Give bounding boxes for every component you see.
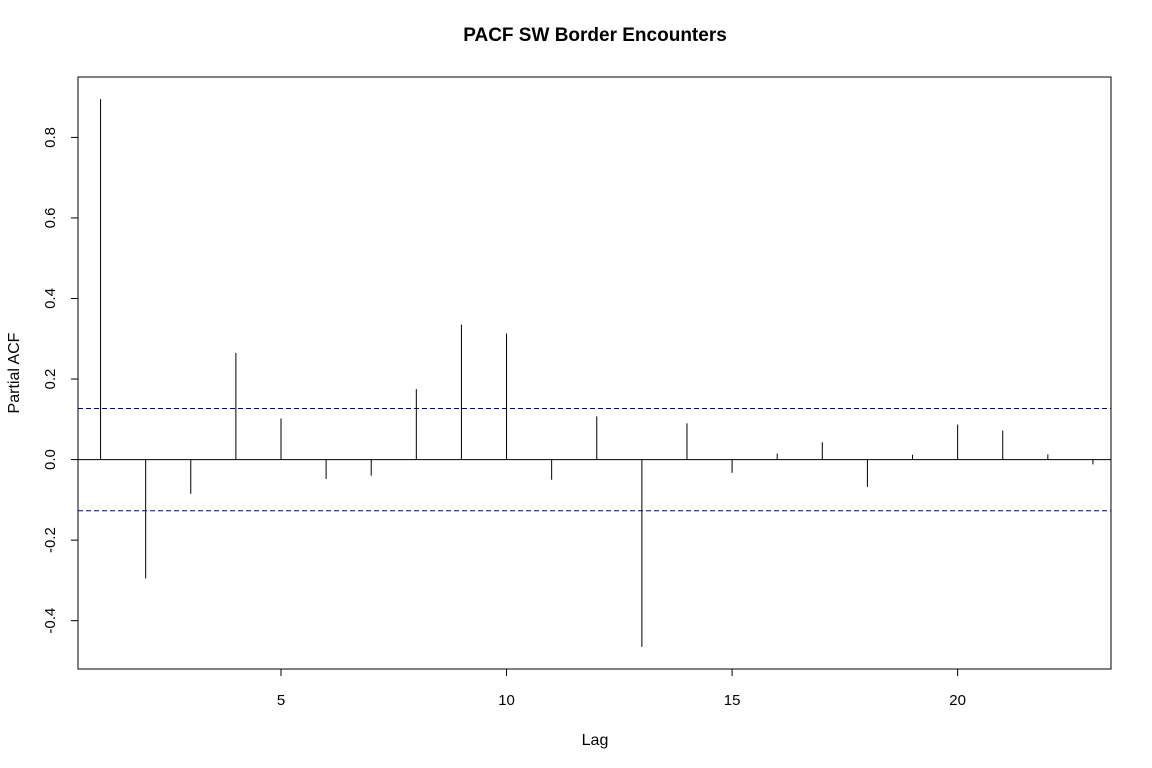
- x-axis: 5 10 15 20: [277, 669, 966, 709]
- y-axis: -0.4 -0.2 0.0 0.2 0.4 0.6 0.8: [42, 127, 78, 634]
- x-tick-label: 10: [498, 692, 515, 709]
- pacf-bars: [100, 99, 1094, 647]
- x-tick-label: 20: [949, 692, 966, 709]
- y-tick-label: -0.4: [42, 608, 59, 634]
- x-tick-label: 15: [724, 692, 741, 709]
- x-tick-label: 5: [277, 692, 285, 709]
- y-axis-label: Partial ACF: [6, 332, 23, 413]
- y-tick-label: 0.2: [42, 369, 59, 390]
- y-tick-label: 0.8: [42, 127, 59, 148]
- y-tick-label: -0.2: [42, 527, 59, 553]
- y-tick-label: 0.6: [42, 208, 59, 229]
- confidence-bounds: [78, 407, 1111, 512]
- x-axis-label: Lag: [582, 732, 609, 749]
- y-tick-label: 0.0: [42, 449, 59, 470]
- plot-frame: [77, 76, 1112, 670]
- chart-title: PACF SW Border Encounters: [463, 25, 727, 46]
- y-tick-label: 0.4: [42, 288, 59, 309]
